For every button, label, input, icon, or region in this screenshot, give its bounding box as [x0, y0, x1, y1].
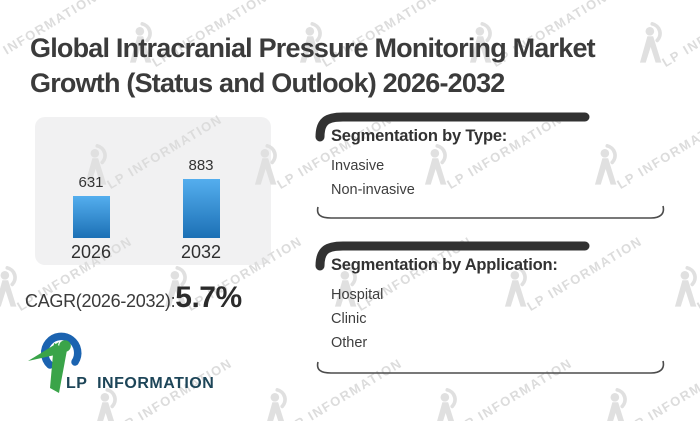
- segmentation-application-list: Hospital Clinic Other: [331, 283, 383, 355]
- market-growth-chart: 631 2026 883 2032: [35, 117, 271, 265]
- bar-group-2026: 631 2026: [60, 174, 122, 262]
- page-title-line1: Global Intracranial Pressure Monitoring …: [30, 33, 596, 63]
- watermark-logo-icon: [437, 388, 457, 421]
- watermark-logo-icon: [607, 388, 627, 421]
- page-title: Global Intracranial Pressure Monitoring …: [30, 31, 650, 101]
- bar-year-label: 2026: [70, 242, 112, 262]
- bar-value-label: 631: [78, 174, 104, 191]
- segmentation-application-heading: Segmentation by Application:: [331, 256, 558, 274]
- bar-value-label: 883: [188, 157, 214, 174]
- bar-year-label: 2032: [180, 242, 222, 262]
- chart-panel-background: [35, 117, 271, 265]
- segmentation-type-panel: Segmentation by Type: Invasive Non-invas…: [313, 110, 669, 222]
- watermark: LP INFORMATION: [260, 355, 430, 421]
- cagr-label: CAGR(2026-2032):: [25, 291, 176, 311]
- segmentation-application-item: Hospital: [331, 287, 384, 303]
- lp-information-logo-icon: [28, 332, 82, 393]
- bar-2032: [182, 179, 220, 238]
- watermark-text: LP INFORMATION: [659, 0, 700, 70]
- watermark-logo-icon: [674, 266, 697, 307]
- bar-group-2032: 883 2032: [170, 157, 232, 262]
- panel-bracket-decoration: [315, 112, 665, 219]
- cagr-row: CAGR(2026-2032): 5.7%: [25, 281, 242, 315]
- watermark-logo-icon: [267, 388, 287, 421]
- cagr-value: 5.7%: [175, 281, 242, 314]
- segmentation-application-panel: Segmentation by Application: Hospital Cl…: [313, 239, 669, 374]
- page-title-line2: Growth (Status and Outlook) 2026-2032: [30, 68, 505, 98]
- segmentation-application-item: Other: [331, 335, 368, 351]
- panel-bracket-decoration: [315, 241, 665, 374]
- watermark-text: LP INFORMATION: [694, 233, 700, 314]
- bar-2026: [72, 196, 110, 238]
- lp-information-logo-text: LP INFORMATION: [66, 375, 215, 392]
- segmentation-type-heading: Segmentation by Type:: [331, 127, 508, 145]
- lp-information-logo: LP INFORMATION: [28, 330, 248, 396]
- watermark: LP INFORMATION: [430, 355, 600, 421]
- segmentation-type-item: Invasive: [331, 158, 385, 174]
- watermark: LP INFORMATION: [670, 233, 700, 316]
- segmentation-type-item: Non-invasive: [331, 182, 415, 198]
- watermark-logo-icon: [0, 266, 17, 307]
- segmentation-application-item: Clinic: [331, 311, 367, 327]
- watermark: LP INFORMATION: [600, 355, 700, 421]
- segmentation-type-list: Invasive Non-invasive: [331, 154, 415, 202]
